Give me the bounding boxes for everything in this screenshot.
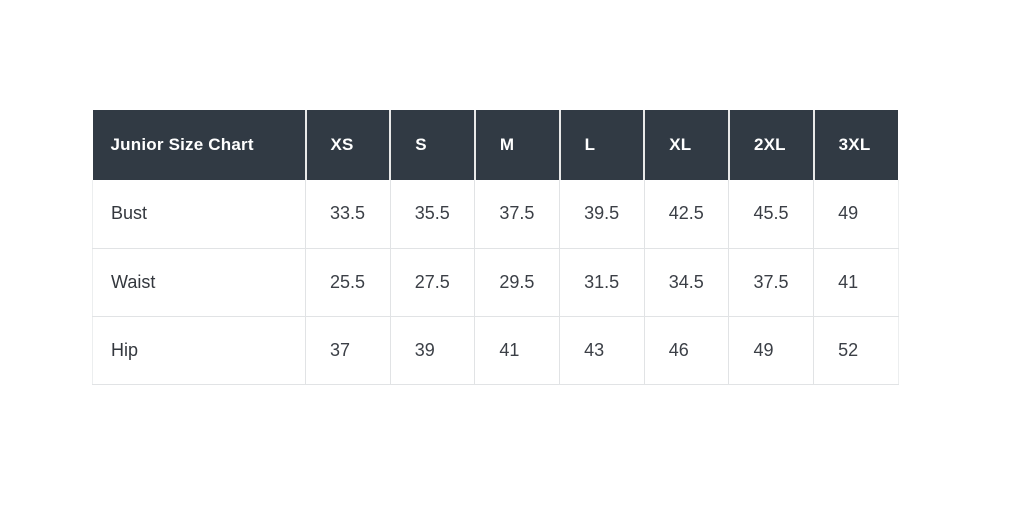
cell-bust-2xl: 45.5: [728, 180, 815, 249]
cell-waist-3xl: 41: [813, 248, 899, 317]
cell-hip-m: 41: [474, 316, 561, 385]
cell-bust-s: 35.5: [389, 180, 476, 249]
cell-bust-xl: 42.5: [643, 180, 730, 249]
junior-size-chart-table: Junior Size Chart XS S M L XL 2XL 3XL Bu…: [92, 110, 899, 385]
cell-hip-3xl: 52: [813, 316, 899, 385]
column-header-2xl: 2XL: [727, 110, 814, 180]
cell-waist-s: 27.5: [389, 248, 476, 317]
column-header-s: S: [389, 110, 475, 180]
column-header-l: L: [558, 110, 645, 180]
cell-waist-m: 29.5: [474, 248, 561, 317]
table-row-waist: Waist 25.5 27.5 29.5 31.5 34.5 37.5 41: [92, 248, 899, 317]
row-label-bust: Bust: [92, 180, 306, 249]
row-label-waist: Waist: [92, 248, 306, 317]
cell-waist-xl: 34.5: [643, 248, 730, 317]
cell-hip-xs: 37: [305, 316, 391, 385]
cell-waist-xs: 25.5: [305, 248, 391, 317]
table-row-bust: Bust 33.5 35.5 37.5 39.5 42.5 45.5 49: [92, 180, 899, 249]
header-row: Junior Size Chart XS S M L XL 2XL 3XL: [92, 110, 899, 180]
table-title: Junior Size Chart: [92, 110, 306, 180]
cell-hip-xl: 46: [643, 316, 730, 385]
column-header-m: M: [473, 110, 560, 180]
column-header-3xl: 3XL: [812, 110, 899, 180]
cell-waist-l: 31.5: [559, 248, 645, 317]
cell-bust-3xl: 49: [813, 180, 899, 249]
cell-hip-l: 43: [559, 316, 645, 385]
cell-bust-xs: 33.5: [305, 180, 391, 249]
column-header-xs: XS: [304, 110, 391, 180]
cell-bust-l: 39.5: [559, 180, 645, 249]
cell-bust-m: 37.5: [474, 180, 561, 249]
cell-waist-2xl: 37.5: [728, 248, 815, 317]
cell-hip-2xl: 49: [728, 316, 815, 385]
row-label-hip: Hip: [92, 316, 306, 385]
cell-hip-s: 39: [389, 316, 476, 385]
column-header-xl: XL: [643, 110, 729, 180]
table-row-hip: Hip 37 39 41 43 46 49 52: [92, 316, 899, 385]
